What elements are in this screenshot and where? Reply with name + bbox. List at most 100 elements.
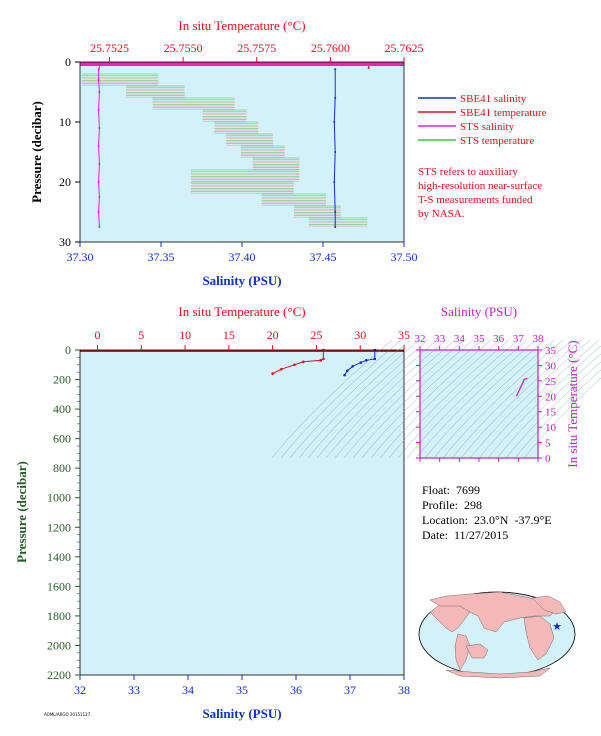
point-temperature xyxy=(302,360,305,364)
y-tick-label: 1400 xyxy=(47,550,71,564)
x-tick-label: 35 xyxy=(236,683,248,697)
panel3-top-axis-label: Salinity (PSU) xyxy=(441,304,517,319)
point-sbe41-salinity xyxy=(334,211,337,213)
density-contour xyxy=(433,339,555,459)
top-tick-label: 20 xyxy=(267,328,279,342)
top-tick-label: 38 xyxy=(533,333,545,345)
point-sbe41-salinity xyxy=(333,181,336,183)
y-tick-label: 30 xyxy=(545,360,557,372)
y-tick-label: 1200 xyxy=(47,520,71,534)
top-tick-label: 0 xyxy=(95,328,101,342)
top-tick-label: 25.7550 xyxy=(164,41,203,55)
y-tick-label: 20 xyxy=(545,391,557,403)
density-contour xyxy=(469,339,591,459)
x-tick-label: 38 xyxy=(398,683,410,697)
point-sts-salinity xyxy=(97,109,100,111)
map-land-north-america-east xyxy=(531,595,567,615)
panel1-x-axis-label: Salinity (PSU) xyxy=(202,273,281,288)
x-tick-label: 34 xyxy=(182,683,194,697)
point-salinity xyxy=(351,365,355,368)
float-location-star: ★ xyxy=(552,621,562,633)
density-contour xyxy=(451,339,573,459)
panel2-plot-area xyxy=(80,350,404,675)
point-sts-salinity xyxy=(97,145,100,147)
density-contour xyxy=(505,361,601,459)
x-tick-label: 33 xyxy=(128,683,140,697)
y-tick-label: 800 xyxy=(53,461,71,475)
float-location: Location: 23.0°N -37.9°E xyxy=(422,513,552,527)
float-info: Float: 7699 Profile: 298 Location: 23.0°… xyxy=(422,483,552,543)
point-temperature xyxy=(293,363,296,367)
panel2-top-axis-label: In situ Temperature (°C) xyxy=(178,304,305,319)
density-contour xyxy=(307,339,429,459)
map-land-south-america xyxy=(454,633,471,671)
y-tick-label: 15 xyxy=(545,407,557,419)
top-tick-label: 5 xyxy=(138,328,144,342)
density-contour xyxy=(361,339,483,459)
density-contour xyxy=(406,339,528,459)
series-sts-salinity xyxy=(98,63,101,228)
density-contour xyxy=(514,369,601,459)
y-tick-label: 400 xyxy=(53,402,71,416)
point-temperature xyxy=(319,359,323,362)
top-tick-label: 35 xyxy=(398,328,410,342)
top-tick-label: 15 xyxy=(223,328,235,342)
y-tick-label: 35 xyxy=(545,345,557,357)
x-tick-label: 32 xyxy=(74,683,86,697)
point-sts-salinity xyxy=(97,181,100,183)
density-contour xyxy=(379,339,501,459)
panel2-x-axis-label: Salinity (PSU) xyxy=(202,706,281,721)
top-tick-label: 25.7575 xyxy=(237,41,276,55)
point-sbe41-salinity xyxy=(334,151,337,153)
density-contour xyxy=(334,339,456,459)
point-sts-salinity xyxy=(98,163,101,165)
y-tick-label: 200 xyxy=(53,373,71,387)
legend-note-line-3: T-S measurements funded xyxy=(418,194,533,206)
point-salinity xyxy=(359,361,363,364)
x-tick-label: 37.40 xyxy=(229,250,256,264)
top-tick-label: 25 xyxy=(310,328,322,342)
point-salinity xyxy=(364,359,368,362)
sts-temperature-hatching xyxy=(81,73,368,227)
density-contour xyxy=(460,339,582,459)
top-tick-label: 30 xyxy=(354,328,366,342)
point-sbe41-salinity xyxy=(334,68,337,71)
point-sbe41-temperature xyxy=(367,67,370,69)
point-sts-salinity xyxy=(97,211,100,213)
point-sts-salinity xyxy=(98,226,101,228)
surface-marker-band xyxy=(80,62,404,66)
y-tick-label: 25 xyxy=(545,376,557,388)
top-tick-label: 25.7525 xyxy=(90,41,129,55)
density-contour xyxy=(325,339,447,459)
panel1-y-axis-label: Pressure (decibar) xyxy=(29,101,44,203)
point-temperature xyxy=(271,372,274,375)
legend-label-sbe41-salinity: SBE41 salinity xyxy=(460,93,527,105)
panel1-plot-area xyxy=(80,62,404,242)
panel3-plot-area xyxy=(420,350,538,458)
series-ts-curve xyxy=(515,377,528,397)
density-contour xyxy=(388,339,510,459)
x-tick-label: 37.35 xyxy=(148,250,175,264)
density-contour xyxy=(424,339,546,459)
top-tick-label: 34 xyxy=(454,333,466,345)
ts-diagram-chart: Salinity (PSU) In situ Temperature (°C) … xyxy=(271,304,601,468)
density-contour xyxy=(298,339,420,459)
y-tick-label: 20 xyxy=(59,175,71,189)
legend-label-sts-temperature: STS temperature xyxy=(460,135,534,147)
x-tick-label: 37.50 xyxy=(391,250,418,264)
float-id: Float: 7699 xyxy=(422,483,481,497)
map-land-eurasia xyxy=(429,591,557,633)
profile-number: Profile: 298 xyxy=(422,498,482,512)
point-sts-salinity xyxy=(98,127,101,129)
point-sts-salinity xyxy=(97,79,100,81)
legend-note-line-1: STS refers to auxiliary xyxy=(418,166,518,178)
point-sts-salinity xyxy=(97,68,100,71)
y-tick-label: 1600 xyxy=(47,579,71,593)
point-sbe41-salinity xyxy=(334,226,337,228)
top-tick-label: 33 xyxy=(434,333,446,345)
density-contour xyxy=(316,339,438,459)
point-sts-salinity xyxy=(98,196,101,198)
legend-label-sts-salinity: STS salinity xyxy=(460,121,515,133)
density-contour xyxy=(478,339,600,459)
